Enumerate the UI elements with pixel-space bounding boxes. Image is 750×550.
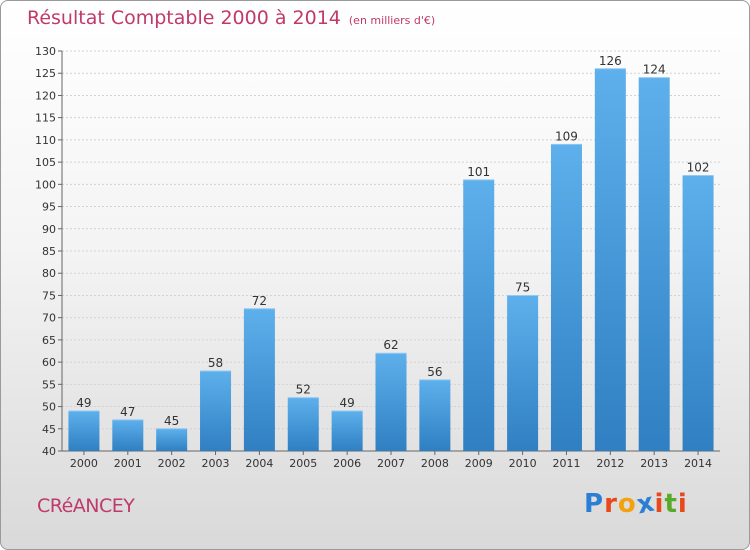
y-tick-label: 90 [42, 223, 56, 236]
x-tick-label: 2014 [684, 457, 712, 470]
x-tick-label: 2010 [509, 457, 537, 470]
bar-2003 [200, 371, 232, 451]
bar-2008 [419, 379, 451, 451]
y-tick-label: 50 [42, 401, 56, 414]
value-label: 49 [339, 396, 354, 410]
x-tick-label: 2000 [70, 457, 98, 470]
bar-2000 [68, 411, 100, 451]
x-tick-label: 2012 [596, 457, 624, 470]
y-tick-label: 105 [35, 156, 56, 169]
x-tick-label: 2009 [465, 457, 493, 470]
y-tick-label: 120 [35, 89, 56, 102]
title-line: Résultat Comptable 2000 à 2014 (en millie… [27, 7, 435, 29]
value-label: 124 [643, 63, 666, 77]
y-tick-label: 80 [42, 267, 56, 280]
bar-2007 [375, 353, 407, 451]
x-tick-label: 2008 [421, 457, 449, 470]
value-label: 101 [467, 165, 490, 179]
value-label: 109 [555, 129, 578, 143]
bar-2011 [550, 144, 582, 452]
y-tick-label: 70 [42, 312, 56, 325]
y-tick-label: 110 [35, 134, 56, 147]
value-label: 45 [164, 414, 179, 428]
logo-letter: P [584, 489, 605, 519]
chart-title: Résultat Comptable 2000 à 2014 [27, 7, 341, 29]
bar-2013 [638, 77, 670, 452]
x-tick-label: 2007 [377, 457, 405, 470]
bars-layer [68, 68, 714, 452]
y-tick-label: 45 [42, 423, 56, 436]
value-label: 75 [515, 280, 530, 294]
x-tick-label: 2005 [289, 457, 317, 470]
bar-2002 [156, 428, 188, 451]
bar-2009 [463, 179, 495, 451]
logo-letter: t [664, 489, 678, 519]
value-label: 47 [120, 405, 135, 419]
x-tick-label: 2002 [158, 457, 186, 470]
value-label: 126 [599, 54, 622, 68]
value-label: 56 [427, 365, 442, 379]
y-tick-label: 85 [42, 245, 56, 258]
y-tick-label: 125 [35, 67, 56, 80]
x-tick-label: 2013 [640, 457, 668, 470]
x-tick-label: 2011 [552, 457, 580, 470]
bar-2005 [287, 397, 319, 451]
bar-2012 [594, 68, 626, 452]
bar-2010 [507, 295, 539, 451]
commune-name: CRéANCEY [37, 495, 135, 517]
logo-letter: i [677, 489, 688, 519]
labels-layer: 40 45 50 55 60 65 70 75 80 85 90 95 100 105 110 115 120 1… [35, 45, 712, 470]
bar-2014 [682, 175, 714, 451]
value-label: 58 [208, 356, 223, 370]
logo-letter: o [617, 489, 637, 519]
y-tick-label: 60 [42, 356, 56, 369]
y-tick-label: 75 [42, 289, 56, 302]
x-tick-label: 2003 [202, 457, 230, 470]
y-tick-label: 100 [35, 178, 56, 191]
y-tick-label: 65 [42, 334, 56, 347]
y-tick-label: 95 [42, 201, 56, 214]
bar-2004 [243, 308, 275, 451]
x-tick-label: 2004 [245, 457, 273, 470]
value-label: 52 [296, 383, 311, 397]
logo-letter: r [604, 489, 618, 519]
value-label: 49 [76, 396, 91, 410]
y-tick-label: 115 [35, 112, 56, 125]
x-tick-label: 2001 [114, 457, 142, 470]
chart-subtitle: (en milliers d'€) [348, 14, 436, 27]
x-tick-label: 2006 [333, 457, 361, 470]
y-tick-label: 130 [35, 45, 56, 58]
proxiti-logo: Proxiti [584, 487, 688, 520]
value-label: 72 [252, 294, 267, 308]
value-label: 102 [687, 160, 710, 174]
value-label: 62 [383, 338, 398, 352]
bar-2001 [112, 419, 144, 451]
bar-2006 [331, 411, 363, 451]
y-tick-label: 40 [42, 445, 56, 458]
logo-letter: i [654, 489, 665, 519]
y-tick-label: 55 [42, 378, 56, 391]
